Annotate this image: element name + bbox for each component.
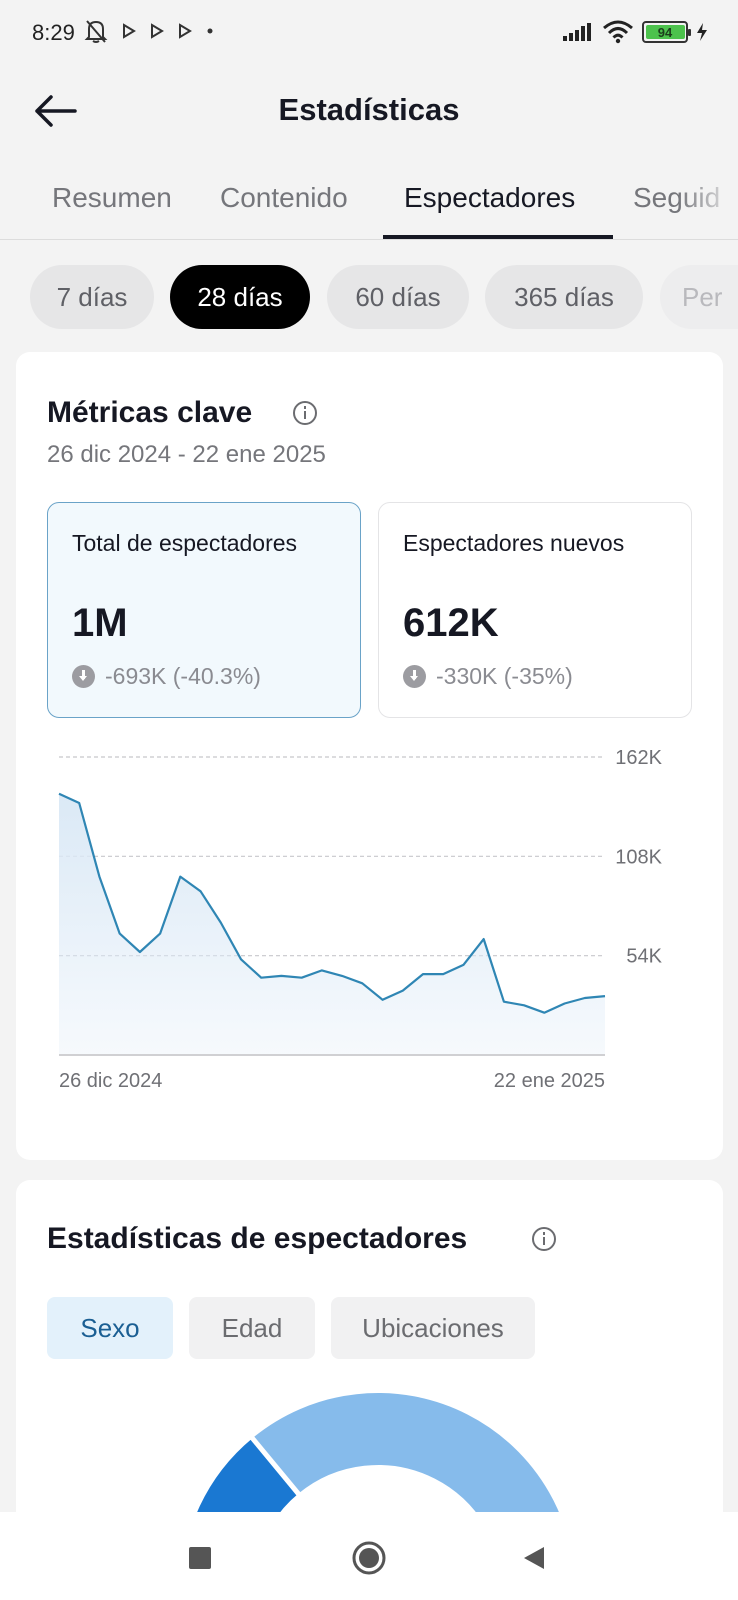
metric-change: -330K (-35%) (403, 663, 573, 690)
viewer-stats-title: Estadísticas de espectadores (47, 1222, 468, 1255)
metric-total-viewers[interactable]: Total de espectadores 1M -693K (-40.3%) (47, 502, 361, 718)
bell-off-icon (84, 20, 108, 43)
segment-sexo[interactable]: Sexo (47, 1297, 173, 1359)
tab-scroll-fade (678, 160, 738, 239)
back-nav-button[interactable] (512, 1536, 556, 1580)
status-notification-icons (84, 18, 214, 44)
play-notification-icon (179, 23, 192, 39)
metric-value: 612K (403, 601, 499, 645)
x-tick-label: 22 ene 2025 (494, 1070, 605, 1092)
play-notification-icon (151, 23, 164, 39)
system-nav-bar (0, 1512, 738, 1600)
battery-fill (646, 25, 686, 39)
key-metrics-title: Métricas clave (47, 396, 253, 429)
viewers-line-chart[interactable]: 162K 108K 54K 26 dic 2024 22 ene 2025 (16, 742, 723, 1102)
header: Estadísticas (0, 66, 738, 156)
key-metrics-card: Métricas clave 26 dic 2024 - 22 ene 2025… (16, 352, 723, 1160)
period-chip-365[interactable]: 365 días (485, 265, 643, 329)
tab-resumen[interactable]: Resumen (52, 182, 172, 213)
period-chip-7[interactable]: 7 días (30, 265, 154, 329)
metric-change: -693K (-40.3%) (72, 663, 261, 690)
square-icon (189, 1547, 211, 1569)
battery-level: 94 (657, 24, 673, 40)
recent-apps-button[interactable] (178, 1536, 222, 1580)
status-time: 8:29 (32, 20, 75, 45)
info-icon[interactable] (293, 401, 317, 425)
metric-value: 1M (72, 601, 128, 645)
more-notifications-icon (207, 28, 213, 34)
tab-bar: Resumen Contenido Espectadores Seguid (0, 160, 738, 240)
status-bar: 8:29 94 (0, 0, 738, 66)
donut-separator (249, 1435, 302, 1497)
triangle-back-icon (524, 1547, 544, 1569)
period-chip-custom[interactable]: Per (660, 265, 738, 329)
y-tick-label: 54K (626, 946, 662, 968)
date-range: 26 dic 2024 - 22 ene 2025 (47, 441, 326, 468)
status-system-icons: 94 (562, 20, 708, 44)
tab-espectadores[interactable]: Espectadores (404, 182, 576, 213)
metric-new-viewers[interactable]: Espectadores nuevos 612K -330K (-35%) (378, 502, 692, 718)
x-tick-label: 26 dic 2024 (59, 1070, 162, 1092)
period-chip-60[interactable]: 60 días (327, 265, 469, 329)
chart-series-line (58, 792, 606, 1014)
metric-change-text: -693K (-40.3%) (105, 663, 261, 689)
circle-icon (352, 1541, 386, 1575)
page-title: Estadísticas (278, 92, 460, 127)
y-tick-label: 108K (615, 846, 662, 868)
info-icon[interactable] (532, 1227, 556, 1251)
period-selector: 7 días 28 días 60 días 365 días Per (0, 265, 738, 329)
metric-label: Total de espectadores (72, 530, 298, 556)
y-tick-label: 162K (615, 747, 662, 769)
home-button[interactable] (347, 1536, 391, 1580)
metric-label: Espectadores nuevos (403, 530, 625, 556)
arrow-down-circle-icon (72, 665, 95, 688)
arrow-left-icon (35, 95, 77, 127)
period-chip-28[interactable]: 28 días (170, 265, 310, 329)
segment-edad[interactable]: Edad (189, 1297, 315, 1359)
battery-icon: 94 (642, 21, 691, 43)
back-button[interactable] (28, 84, 82, 138)
metric-change-text: -330K (-35%) (436, 663, 573, 689)
arrow-down-circle-icon (403, 665, 426, 688)
active-tab-indicator (383, 235, 613, 239)
charging-icon (697, 23, 707, 41)
wifi-icon (603, 20, 633, 44)
play-notification-icon (123, 23, 136, 39)
signal-icon (563, 23, 591, 41)
segment-ubicaciones[interactable]: Ubicaciones (331, 1297, 535, 1359)
tab-contenido[interactable]: Contenido (220, 182, 348, 213)
chart-area-fill (59, 793, 605, 1055)
